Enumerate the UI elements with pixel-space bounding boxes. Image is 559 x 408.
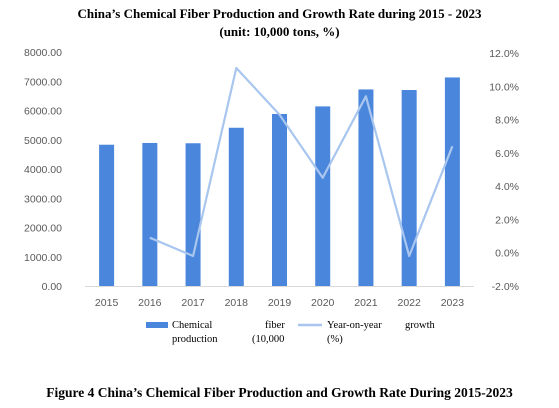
right-tick-label: 0.0% bbox=[495, 248, 519, 260]
x-tick-label: 2020 bbox=[311, 297, 335, 309]
x-axis-ticks: 2015 2016 2017 2018 2019 2020 2021 2022 2023 bbox=[95, 297, 464, 309]
left-tick-label: 2000.00 bbox=[24, 223, 62, 235]
right-tick-label: 12.0% bbox=[489, 48, 519, 60]
bar-2019 bbox=[272, 114, 287, 286]
x-tick-label: 2017 bbox=[181, 297, 205, 309]
legend-line-label-2: growth bbox=[405, 320, 435, 331]
right-tick-label: 10.0% bbox=[489, 81, 519, 93]
bar-2020 bbox=[315, 106, 331, 286]
x-tick-label: 2022 bbox=[397, 297, 421, 309]
right-tick-label: 4.0% bbox=[495, 181, 519, 193]
legend-bar-label-2: fiber bbox=[265, 320, 285, 331]
left-tick-label: 5000.00 bbox=[24, 135, 62, 147]
bar-2022 bbox=[401, 90, 417, 287]
chart-plot: 0.00 1000.00 2000.00 3000.00 4000.00 5000.00 6… bbox=[24, 47, 519, 345]
legend-line-label-3: (%) bbox=[327, 334, 343, 345]
left-axis-ticks: 0.00 1000.00 2000.00 3000.00 4000.00 5000.00 6… bbox=[24, 47, 62, 293]
left-tick-label: 8000.00 bbox=[24, 47, 62, 59]
left-tick-label: 4000.00 bbox=[24, 164, 62, 176]
x-tick-label: 2016 bbox=[138, 297, 162, 309]
legend-bar-label-4: (10,000 bbox=[252, 334, 284, 345]
right-tick-label: 8.0% bbox=[495, 115, 519, 127]
x-tick-label: 2019 bbox=[268, 297, 292, 309]
x-tick-label: 2015 bbox=[95, 297, 119, 309]
bar-2015 bbox=[99, 144, 115, 286]
right-axis-ticks: -2.0% 0.0% 2.0% 4.0% 6.0% 8.0% 10.0% 12.0% bbox=[489, 48, 519, 293]
legend-line-label-1: Year-on-year bbox=[327, 320, 382, 331]
legend-bar-swatch bbox=[146, 322, 168, 328]
left-tick-label: 0.00 bbox=[42, 281, 63, 293]
bar-2018 bbox=[228, 127, 244, 286]
x-tick-label: 2023 bbox=[441, 297, 465, 309]
right-tick-label: 2.0% bbox=[495, 214, 519, 226]
bar-series bbox=[99, 77, 460, 287]
legend-bar-label-1: Chemical bbox=[172, 320, 212, 331]
left-tick-label: 1000.00 bbox=[24, 252, 62, 264]
chart-title: China’s Chemical Fiber Production and Gr… bbox=[77, 6, 482, 21]
growth-line-series bbox=[149, 66, 454, 258]
chart-subtitle: (unit: 10,000 tons, %) bbox=[219, 24, 340, 39]
right-tick-label: 6.0% bbox=[495, 148, 519, 160]
bar-2016 bbox=[142, 142, 158, 286]
left-tick-label: 6000.00 bbox=[24, 106, 62, 118]
figure-caption: Figure 4 China’s Chemical Fiber Producti… bbox=[46, 385, 513, 400]
bar-2017 bbox=[185, 143, 201, 286]
left-tick-label: 7000.00 bbox=[24, 76, 62, 88]
x-tick-label: 2018 bbox=[225, 297, 249, 309]
x-tick-label: 2021 bbox=[354, 297, 378, 309]
legend: Chemical fiber production (10,000 Year-o… bbox=[146, 320, 435, 345]
legend-bar-label-3: production bbox=[172, 334, 218, 345]
left-tick-label: 3000.00 bbox=[24, 193, 62, 205]
bar-2021 bbox=[358, 89, 374, 286]
right-tick-label: -2.0% bbox=[492, 281, 519, 293]
bar-2023 bbox=[444, 77, 460, 286]
